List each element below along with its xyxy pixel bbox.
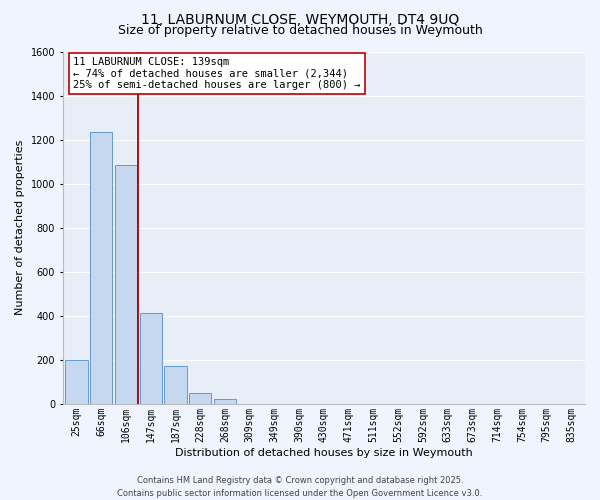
- Text: Size of property relative to detached houses in Weymouth: Size of property relative to detached ho…: [118, 24, 482, 37]
- Bar: [189, 393, 211, 404]
- Bar: [140, 312, 162, 404]
- Text: 11 LABURNUM CLOSE: 139sqm
← 74% of detached houses are smaller (2,344)
25% of se: 11 LABURNUM CLOSE: 139sqm ← 74% of detac…: [73, 57, 361, 90]
- Bar: [214, 399, 236, 404]
- Y-axis label: Number of detached properties: Number of detached properties: [15, 140, 25, 316]
- Bar: [164, 366, 187, 404]
- Text: 11, LABURNUM CLOSE, WEYMOUTH, DT4 9UQ: 11, LABURNUM CLOSE, WEYMOUTH, DT4 9UQ: [141, 12, 459, 26]
- X-axis label: Distribution of detached houses by size in Weymouth: Distribution of detached houses by size …: [175, 448, 473, 458]
- Bar: [115, 165, 137, 404]
- Bar: [65, 360, 88, 404]
- Text: Contains HM Land Registry data © Crown copyright and database right 2025.
Contai: Contains HM Land Registry data © Crown c…: [118, 476, 482, 498]
- Bar: [90, 132, 112, 404]
